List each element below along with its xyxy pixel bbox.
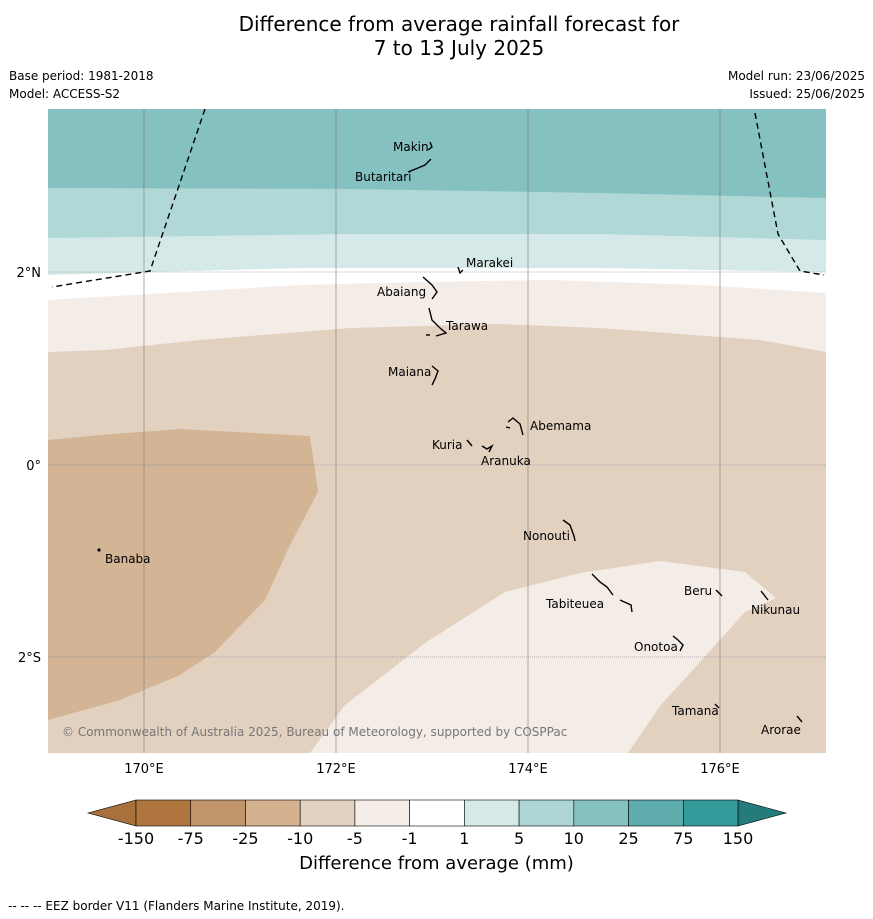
- colorbar-tick-label: -25: [232, 829, 258, 848]
- colorbar-tick-label: 5: [514, 829, 524, 848]
- colorbar-tick-label: 10: [564, 829, 584, 848]
- meta-right: Model run: 23/06/2025 Issued: 25/06/2025: [728, 67, 865, 103]
- label-abemama: Abemama: [530, 419, 591, 433]
- banaba-marker: [97, 548, 101, 552]
- gridlines: [143, 109, 721, 753]
- eez-border: [51, 109, 825, 288]
- label-abaiang: Abaiang: [377, 285, 426, 299]
- colorbar-segment: [518, 799, 575, 827]
- lat-label-2n: 2°N: [17, 266, 42, 281]
- label-nikunau: Nikunau: [751, 603, 800, 617]
- colorbar-segment: [245, 799, 301, 827]
- colorbar-segment: [354, 799, 410, 827]
- label-tamana: Tamana: [671, 704, 719, 718]
- label-arorae: Arorae: [761, 723, 801, 737]
- colorbar-right-arrow: [737, 799, 788, 827]
- label-aranuka: Aranuka: [481, 454, 531, 468]
- label-tarawa: Tarawa: [445, 319, 488, 333]
- band-neg-25: [48, 429, 318, 720]
- colorbar-segment: [299, 799, 356, 827]
- colorbar-tick-label: 1: [459, 829, 469, 848]
- colorbar-left-arrow: [86, 799, 137, 827]
- meta-left: Base period: 1981-2018 Model: ACCESS-S2: [9, 67, 154, 103]
- eez-footer-note: -- -- -- EEZ border V11 (Flanders Marine…: [8, 899, 345, 913]
- map-plot-area: Makin Butaritari Marakei Abaiang Tarawa …: [48, 109, 826, 753]
- label-banaba: Banaba: [105, 552, 151, 566]
- label-beru: Beru: [684, 584, 712, 598]
- place-labels: Makin Butaritari Marakei Abaiang Tarawa …: [105, 140, 801, 737]
- colorbar-tick-label: 25: [618, 829, 638, 848]
- colorbar-tick-label: -10: [287, 829, 313, 848]
- issued-date: Issued: 25/06/2025: [749, 87, 865, 101]
- lon-label-176: 176°E: [700, 762, 740, 777]
- colorbar-segment: [573, 799, 629, 827]
- lat-gridlines: [48, 271, 826, 658]
- colorbar-tick-label: -75: [178, 829, 204, 848]
- colorbar-tick-label: 75: [673, 829, 693, 848]
- colorbar-segment: [628, 799, 684, 827]
- lat-label-0: 0°: [26, 459, 41, 474]
- label-tabiteuea: Tabiteuea: [545, 597, 604, 611]
- colorbar-tick-label: -5: [347, 829, 363, 848]
- label-onotoa: Onotoa: [634, 640, 678, 654]
- colorbar-segment: [135, 799, 192, 827]
- label-makin: Makin: [393, 140, 429, 154]
- map-title: Difference from average rainfall forecas…: [0, 12, 873, 60]
- colorbar-segment: [190, 799, 246, 827]
- label-butaritari: Butaritari: [355, 170, 412, 184]
- axis-labels: 170°E 172°E 174°E 176°E 2°N 0° 2°S: [17, 266, 740, 777]
- label-maiana: Maiana: [388, 365, 431, 379]
- colorbar-segment: [464, 799, 520, 827]
- colorbar-tick-label: -1: [402, 829, 418, 848]
- colorbar-tick-label: 150: [723, 829, 754, 848]
- lon-label-172: 172°E: [316, 762, 356, 777]
- model-name: Model: ACCESS-S2: [9, 87, 121, 101]
- colorbar-title: Difference from average (mm): [299, 853, 574, 874]
- title-line-1: Difference from average rainfall forecas…: [238, 12, 680, 36]
- colorbar-tick-label: -150: [118, 829, 154, 848]
- colorbar-segment: [409, 799, 465, 827]
- band-pos-25: [48, 109, 826, 198]
- title-line-2: 7 to 13 July 2025: [373, 36, 545, 60]
- label-nonouti: Nonouti: [523, 529, 570, 543]
- label-kuria: Kuria: [432, 438, 463, 452]
- lon-label-174: 174°E: [508, 762, 548, 777]
- colorbar: -150 -75 -25 -10 -5 -1 1 5 10 25 75 150: [86, 799, 788, 848]
- model-run: Model run: 23/06/2025: [727, 69, 865, 83]
- island-outlines: [407, 141, 803, 723]
- lon-label-170: 170°E: [124, 762, 164, 777]
- copyright-text: © Commonwealth of Australia 2025, Bureau…: [62, 725, 567, 739]
- base-period: Base period: 1981-2018: [9, 69, 154, 83]
- lat-label-2s: 2°S: [18, 651, 41, 666]
- label-marakei: Marakei: [466, 256, 513, 270]
- colorbar-segment: [682, 799, 739, 827]
